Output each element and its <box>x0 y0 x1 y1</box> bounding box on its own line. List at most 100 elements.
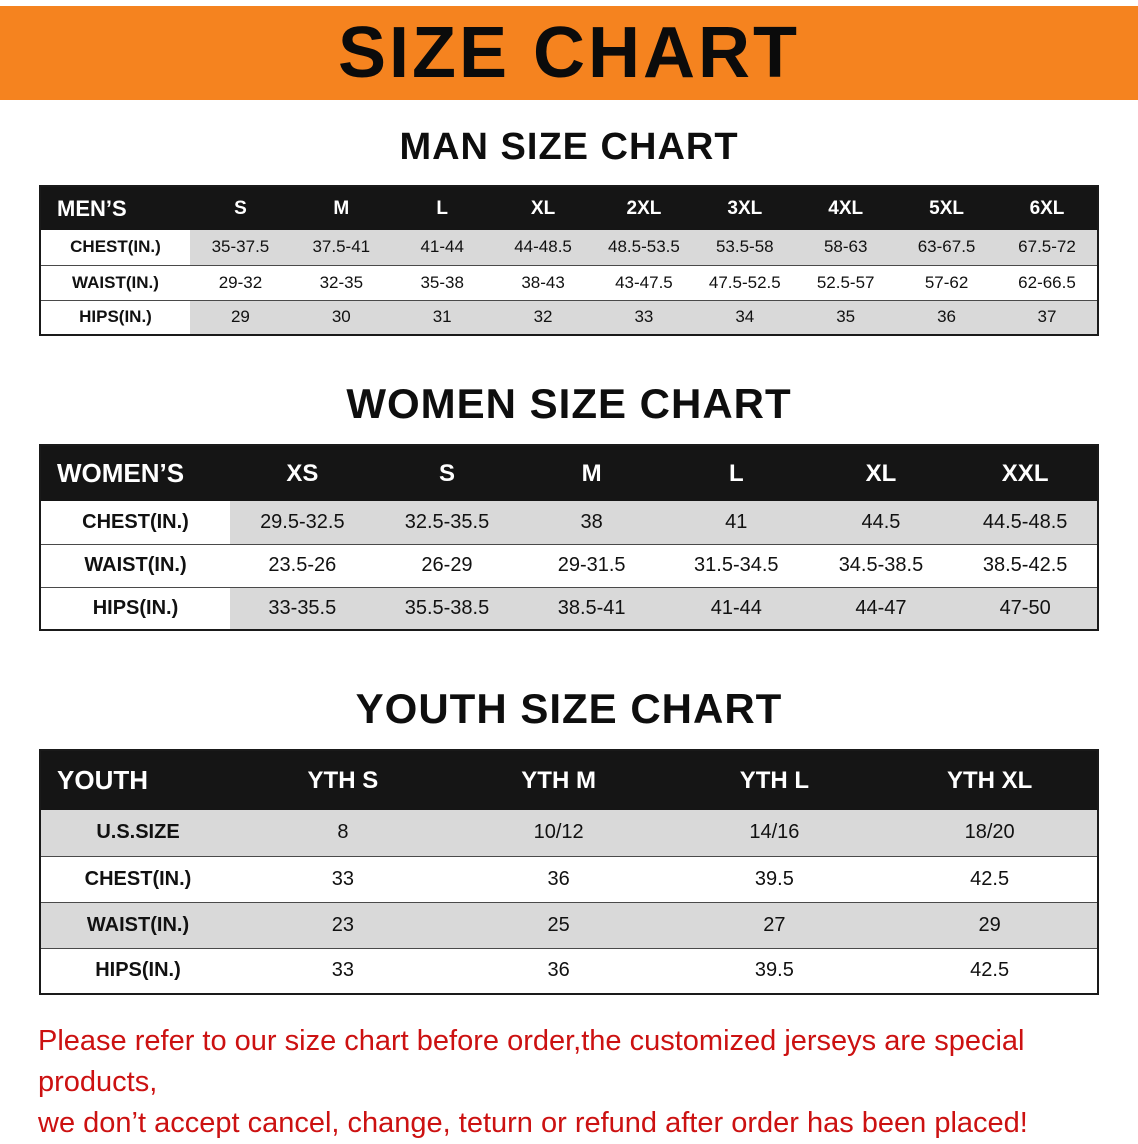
table-row: HIPS(IN.) 33-35.5 35.5-38.5 38.5-41 41-44 44-… <box>40 587 1098 630</box>
table-cell: 58-63 <box>795 230 897 266</box>
table-cell: 23 <box>235 902 451 949</box>
table-cell: 23.5-26 <box>230 544 375 588</box>
table-cell: 41-44 <box>391 230 493 266</box>
table-cell: 34.5-38.5 <box>808 544 954 588</box>
table-cell: 41-44 <box>710 596 762 619</box>
size-column-header: L <box>663 445 809 501</box>
women-section-heading: WOMEN SIZE CHART <box>346 380 792 427</box>
youth-size-table: YOUTH YTH S YTH M YTH L YTH XL U.S.SIZE 8 10/12… <box>39 749 1099 995</box>
table-cell: 35.5-38.5 <box>404 596 490 619</box>
header-row: MEN’S S M L XL 2XL 3XL 4XL 5XL 6XL <box>40 186 1098 230</box>
table-cell: 38-43 <box>492 265 594 301</box>
row-label: HIPS(IN.) <box>40 587 230 630</box>
size-column-header: S <box>190 186 291 230</box>
table-cell: 38 <box>519 501 664 545</box>
table-title-cell: MEN’S <box>40 186 190 230</box>
row-label: HIPS(IN.) <box>95 959 181 982</box>
table-cell: 53.5-58 <box>694 230 796 266</box>
women-size-table: WOMEN’S XS S M L XL XXL CHEST(IN.) 29.5-32.5 32.5… <box>39 444 1099 631</box>
table-cell: 10/12 <box>450 810 667 857</box>
table-cell: 36 <box>547 959 570 982</box>
women-section: WOMEN SIZE CHART WOMEN’S XS S M L XL XXL CHEST(… <box>0 380 1138 631</box>
table-cell: 32.5-35.5 <box>374 501 520 545</box>
table-cell: 39.5 <box>754 959 794 982</box>
table-row: CHEST(IN.) 33 36 39.5 42.5 <box>40 856 1098 903</box>
row-label: U.S.SIZE <box>40 810 235 857</box>
table-cell: 38.5-41 <box>557 596 626 619</box>
size-column-header: 6XL <box>997 186 1098 230</box>
size-column-header: 3XL <box>694 186 796 230</box>
table-cell: 44.5 <box>808 501 954 545</box>
table-cell: 44-48.5 <box>492 230 594 266</box>
table-cell: 35-38 <box>391 265 493 301</box>
size-column-header: YTH XL <box>882 750 1098 810</box>
size-column-header: XL <box>808 445 954 501</box>
table-cell: 42.5 <box>970 959 1010 982</box>
size-column-header: M <box>519 445 664 501</box>
table-cell: 37 <box>1037 307 1057 327</box>
header-row: YOUTH YTH S YTH M YTH L YTH XL <box>40 750 1098 810</box>
table-cell: 30 <box>331 307 351 327</box>
size-column-header: YTH L <box>666 750 883 810</box>
table-cell: 27 <box>666 902 883 949</box>
size-column-header: YTH M <box>450 750 667 810</box>
banner-title: SIZE CHART <box>338 13 800 93</box>
size-column-header: L <box>391 186 493 230</box>
table-cell: 41 <box>663 501 809 545</box>
table-title-cell: WOMEN’S <box>40 445 230 501</box>
table-cell: 31.5-34.5 <box>663 544 809 588</box>
size-column-header: XL <box>492 186 594 230</box>
table-cell: 25 <box>450 902 667 949</box>
table-cell: 32 <box>533 307 553 327</box>
table-cell: 37.5-41 <box>290 230 392 266</box>
table-cell: 34 <box>735 307 755 327</box>
table-cell: 29-31.5 <box>519 544 664 588</box>
table-row: WAIST(IN.) 23.5-26 26-29 29-31.5 31.5-34.5 34… <box>40 544 1098 588</box>
row-label: CHEST(IN.) <box>40 501 230 545</box>
size-column-header: 2XL <box>593 186 695 230</box>
table-cell: 33-35.5 <box>268 596 337 619</box>
row-label: WAIST(IN.) <box>40 902 235 949</box>
table-cell: 44-47 <box>855 596 907 619</box>
youth-section-heading: YOUTH SIZE CHART <box>355 685 783 732</box>
table-cell: 32-35 <box>290 265 392 301</box>
table-cell: 29 <box>882 902 1098 949</box>
table-cell: 18/20 <box>882 810 1098 857</box>
table-cell: 42.5 <box>882 856 1098 903</box>
table-cell: 47-50 <box>999 596 1051 619</box>
row-label: CHEST(IN.) <box>40 230 190 266</box>
table-row: CHEST(IN.) 29.5-32.5 32.5-35.5 38 41 44.5 44.5… <box>40 501 1098 545</box>
table-cell: 63-67.5 <box>896 230 997 266</box>
table-cell: 33 <box>634 307 654 327</box>
table-cell: 33 <box>235 856 451 903</box>
size-column-header: XS <box>230 445 375 501</box>
table-cell: 67.5-72 <box>997 230 1098 266</box>
size-chart-page: SIZE CHART MAN SIZE CHART MEN’S S M L XL 2XL 3… <box>0 6 1138 1139</box>
table-row: U.S.SIZE 8 10/12 14/16 18/20 <box>40 810 1098 857</box>
table-cell: 52.5-57 <box>795 265 897 301</box>
row-label: CHEST(IN.) <box>40 856 235 903</box>
table-cell: 36 <box>450 856 667 903</box>
men-size-table: MEN’S S M L XL 2XL 3XL 4XL 5XL 6XL CHEST(IN.) 35-37… <box>39 185 1099 336</box>
table-cell: 8 <box>235 810 451 857</box>
table-row: WAIST(IN.) 23 25 27 29 <box>40 902 1098 949</box>
table-cell: 29-32 <box>190 265 291 301</box>
row-label: WAIST(IN.) <box>40 544 230 588</box>
size-column-header: 4XL <box>795 186 897 230</box>
table-row: WAIST(IN.) 29-32 32-35 35-38 38-43 43-47.5 47.… <box>40 265 1098 301</box>
table-cell: 39.5 <box>666 856 883 903</box>
men-section-heading: MAN SIZE CHART <box>399 126 739 168</box>
table-cell: 47.5-52.5 <box>694 265 796 301</box>
table-cell: 35-37.5 <box>190 230 291 266</box>
table-cell: 14/16 <box>666 810 883 857</box>
table-cell: 62-66.5 <box>997 265 1098 301</box>
table-row: HIPS(IN.) 29 30 31 32 33 34 35 36 37 <box>40 300 1098 335</box>
size-column-header: S <box>374 445 520 501</box>
size-column-header: M <box>290 186 392 230</box>
table-cell: 44.5-48.5 <box>953 501 1098 545</box>
row-label: WAIST(IN.) <box>40 265 190 301</box>
table-title-cell: YOUTH <box>40 750 235 810</box>
table-cell: 57-62 <box>896 265 997 301</box>
table-cell: 35 <box>836 307 856 327</box>
disclaimer-line-2: we don’t accept cancel, change, teturn o… <box>38 1107 1028 1139</box>
